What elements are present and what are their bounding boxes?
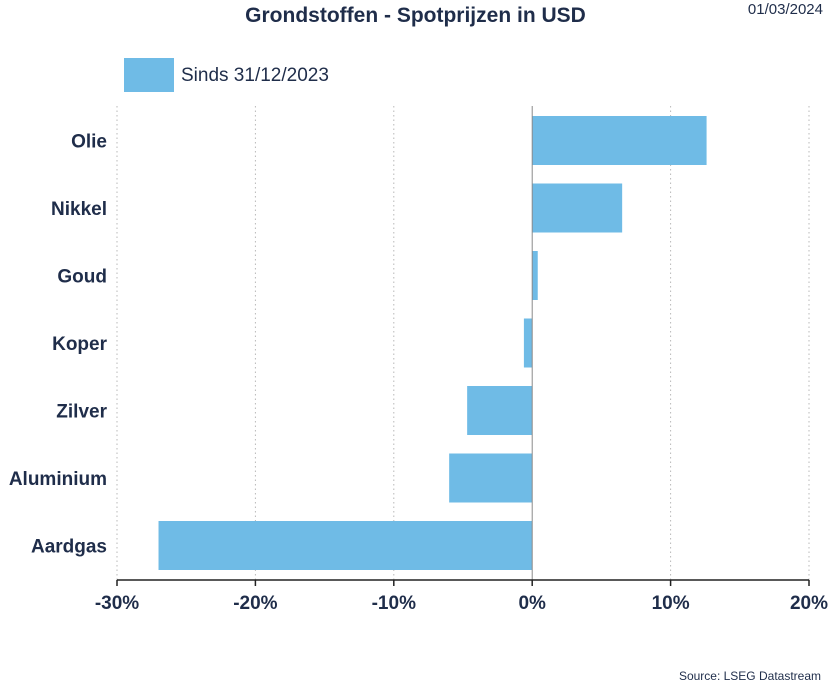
x-tick-label: 20%: [790, 593, 828, 614]
date-label: 01/03/2024: [747, 1, 823, 18]
category-label: Aluminium: [9, 469, 107, 490]
x-tick-label: -10%: [372, 593, 416, 614]
category-label: Zilver: [56, 402, 107, 423]
x-tick-label: -20%: [233, 593, 277, 614]
x-tick-label: 10%: [652, 593, 690, 614]
legend-swatch: [124, 58, 174, 92]
category-label: Goud: [57, 267, 107, 288]
chart-title: Grondstoffen - Spotprijzen in USD: [245, 4, 586, 27]
bar-aardgas: [158, 521, 533, 570]
category-label: Koper: [52, 334, 108, 355]
x-tick-label: 0%: [518, 593, 546, 614]
category-label: Olie: [71, 132, 107, 153]
x-tick-label: -30%: [95, 593, 139, 614]
bar-olie: [532, 116, 707, 165]
bar-koper: [523, 318, 533, 368]
category-label: Aardgas: [31, 537, 107, 558]
legend-label: Sinds 31/12/2023: [181, 65, 329, 86]
bar-goud: [532, 251, 538, 300]
bar-zilver: [467, 386, 533, 435]
category-label: Nikkel: [51, 199, 107, 220]
bar-aluminium: [449, 453, 533, 503]
source-note: Source: LSEG Datastream: [678, 669, 821, 683]
bar-nikkel: [532, 183, 623, 233]
